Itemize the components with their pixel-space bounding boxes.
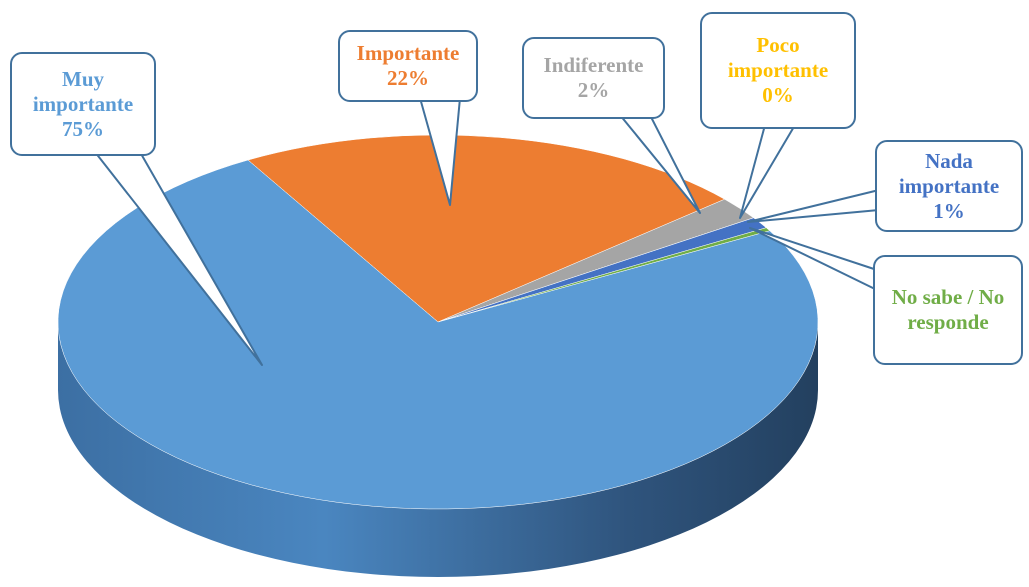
value-label: 22% (387, 66, 429, 90)
callout-pointer (739, 124, 796, 219)
callout: Indiferente 2% (522, 37, 665, 119)
callout: No sabe / No responde (873, 255, 1023, 365)
slice-side (58, 322, 818, 577)
value-label: 0% (762, 83, 794, 107)
slice-label: Poco importante (727, 33, 829, 82)
pie-slice (57, 159, 819, 510)
callout: Muy importante 75% (10, 52, 156, 156)
callout-pointer (747, 189, 880, 223)
value-label: 75% (62, 116, 104, 141)
slice-label: Indiferente (543, 53, 644, 77)
value-label: 2% (577, 78, 610, 102)
slice-label: Muy importante (32, 66, 134, 116)
slice-label: No sabe / No responde (891, 285, 1005, 334)
callout: Poco importante 0% (700, 12, 856, 129)
slice-label: Importante (356, 41, 460, 65)
value-label: 1% (933, 198, 965, 223)
slice-label: Nada importante (898, 148, 1000, 198)
callout: Nada importante 1% (875, 140, 1023, 232)
callout: Importante 22% (338, 30, 478, 102)
